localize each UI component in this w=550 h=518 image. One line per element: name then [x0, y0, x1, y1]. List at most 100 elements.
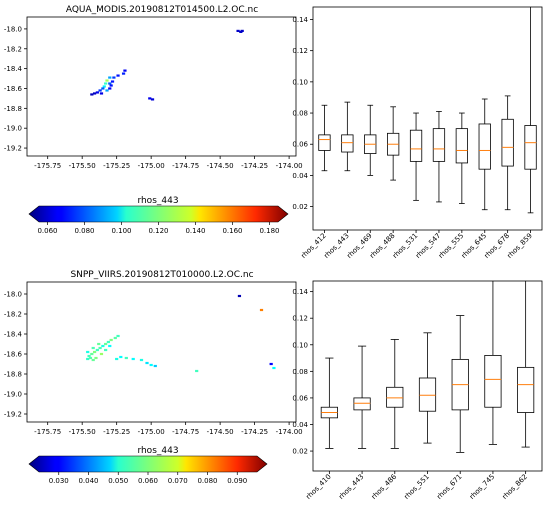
y-tick-label: 0.12 [292, 47, 308, 55]
map-point [119, 355, 123, 359]
map-point [101, 87, 105, 90]
box-body [455, 128, 468, 164]
box-rhos_671: rhos_671 [435, 315, 469, 501]
map-point [92, 92, 97, 95]
box-rhos_862: rhos_862 [501, 281, 535, 501]
y-tick-label: 0.04 [292, 421, 308, 429]
x-tick-label: rhos_745 [468, 473, 496, 501]
y-tick-label: 0.06 [292, 394, 308, 402]
x-tick-label: -175.75 [34, 428, 61, 436]
y-tick-label: -18.0 [4, 291, 22, 299]
y-tick-label: -19.0 [4, 125, 22, 133]
map-point [90, 352, 94, 356]
map-point [195, 369, 199, 373]
map-point [104, 82, 108, 85]
colorbar-modis: rhos_443 0.060 0.080 0.100 0.120 0.140 0.160 0… [28, 196, 289, 235]
x-tick-label: -175.00 [138, 162, 165, 170]
y-tick-label: 0.08 [292, 110, 308, 118]
box-body [353, 397, 371, 411]
map-point [108, 87, 112, 90]
x-tick-label: -174.25 [241, 428, 268, 436]
boxes: rhos_412rhos_443rhos_469rhos_488rhos_531… [300, 7, 537, 260]
box-rhos_486: rhos_486 [370, 339, 404, 501]
map-point [145, 361, 149, 365]
map-points [86, 294, 276, 373]
y-tick-label: 0.04 [292, 172, 308, 180]
colorbar-gradient [28, 205, 289, 223]
box-rhos_745: rhos_745 [468, 281, 502, 501]
y-tick-label: -18.8 [4, 371, 22, 379]
colorbar-viirs: rhos_443 0.030 0.040 0.050 0.060 0.070 0.080 0… [28, 446, 268, 485]
box-rhos_678: rhos_678 [483, 95, 514, 260]
y-tick-label: 0.12 [292, 315, 308, 323]
x-tick-label: rhos_443 [337, 473, 365, 501]
x-tick-label: -174.50 [207, 428, 234, 436]
box-body [432, 128, 446, 162]
box-axes-modis [312, 6, 543, 231]
box-body [341, 134, 354, 153]
map-point [104, 348, 108, 352]
colorbar-gradient [28, 455, 268, 473]
map-point [105, 79, 109, 82]
x-ticks: -175.75 -175.50 -175.25 -175.00 -174.75 -174.… [34, 156, 303, 170]
x-tick-label: -174.00 [276, 428, 303, 436]
map-point [108, 344, 112, 348]
map-point [105, 89, 109, 92]
y-tick-label: 0.14 [292, 288, 308, 296]
box-body [318, 134, 331, 151]
x-tick-label: rhos_862 [501, 473, 529, 501]
y-ticks: 0.02 0.04 0.06 0.08 0.10 0.12 0.14 [292, 288, 313, 456]
map-point [108, 76, 112, 79]
map-point [87, 354, 91, 358]
colorbar-tick-label: 0.060 [37, 227, 57, 235]
box-rhos_645: rhos_645 [460, 98, 491, 260]
box-rhos_859: rhos_859 [506, 7, 537, 260]
colorbar-tick-label: 0.180 [259, 227, 279, 235]
map-point [88, 356, 93, 360]
y-tick-label: 0.10 [292, 78, 308, 86]
map-point [91, 358, 95, 362]
map-point [153, 364, 157, 368]
x-tick-label: -175.25 [103, 162, 130, 170]
map-axes-viirs [26, 281, 297, 423]
map-point [139, 358, 144, 362]
colorbar-label-modis: rhos_443 [137, 196, 178, 206]
box-body [524, 125, 537, 170]
map-point [95, 348, 99, 352]
box-body [517, 366, 535, 413]
map-panel-viirs: SNPP_VIIRS.20190812T010000.L2.OC.nc -175… [4, 270, 303, 436]
y-tick-label: -18.8 [4, 105, 22, 113]
boxes: rhos_410 rhos_443 rhos_486 rhos_551 rhos_671… [304, 281, 535, 501]
x-tick-label: rhos_671 [435, 473, 463, 501]
x-tick-label: rhos_486 [370, 472, 399, 501]
map-point [95, 91, 99, 94]
map-axes-modis [26, 16, 297, 157]
y-tick-label: 0.02 [292, 448, 308, 456]
y-tick-label: 0.06 [292, 141, 308, 149]
map-point [104, 342, 108, 346]
map-title-viirs: SNPP_VIIRS.20190812T010000.L2.OC.nc [70, 270, 253, 280]
map-point [150, 98, 155, 101]
y-tick-label: 0.02 [292, 203, 308, 211]
map-points [90, 29, 244, 101]
map-point [116, 334, 120, 338]
map-point [148, 97, 152, 100]
map-point [124, 356, 128, 360]
x-tick-label: -174.00 [276, 162, 303, 170]
y-tick-label: -18.2 [4, 311, 22, 319]
y-tick-label: -18.6 [4, 351, 23, 359]
map-point [272, 366, 276, 370]
colorbar-tick-label: 0.100 [111, 227, 131, 235]
box-rhos_412: rhos_412 [300, 104, 331, 260]
box-body [418, 377, 437, 412]
y-tick-label: 0.08 [292, 368, 308, 376]
map-title-modis: AQUA_MODIS.20190812T014500.L2.OC.nc [66, 5, 258, 15]
y-tick-label: -18.6 [4, 85, 23, 93]
colorbar-tick-label: 0.080 [197, 477, 217, 485]
map-point [116, 74, 120, 77]
x-tick-label: -175.00 [138, 428, 165, 436]
map-point [113, 336, 117, 340]
x-tick-label: rhos_859 [506, 232, 534, 260]
colorbar-tick-label: 0.060 [138, 477, 158, 485]
